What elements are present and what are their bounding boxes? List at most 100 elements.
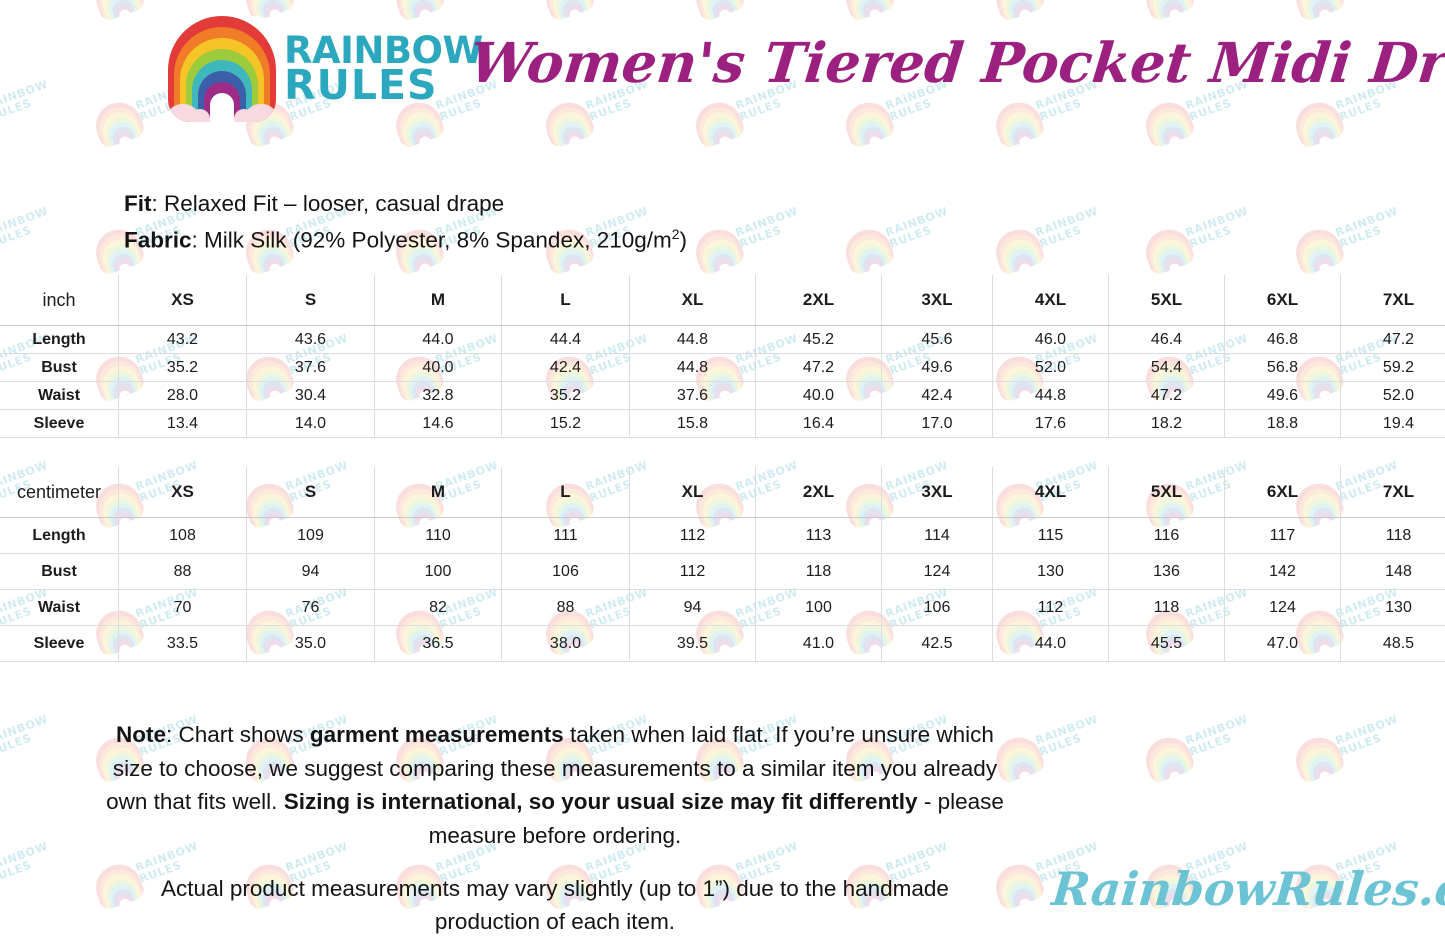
- table-cell: 113: [755, 517, 882, 554]
- table-size-header-xs: XS: [118, 275, 247, 326]
- table-size-header-2xl: 2XL: [755, 275, 882, 326]
- table-row-label: Sleeve: [0, 625, 119, 662]
- table-row-label: Length: [0, 517, 119, 554]
- table-cell: 100: [755, 589, 882, 626]
- table-cell: 44.8: [629, 325, 756, 354]
- brand-wordmark-line1: RAINBOW: [284, 28, 483, 72]
- table-cell: 88: [118, 553, 247, 590]
- table-cell: 108: [118, 517, 247, 554]
- disclaimer-block: Actual product measurements may vary sli…: [161, 876, 949, 934]
- table-cell: 44.8: [629, 353, 756, 382]
- table-cell: 35.0: [246, 625, 375, 662]
- size-table-centimeter: centimeter XS S M L XL 2XL 3XL 4XL 5XL 6XL 7XL Leng…: [0, 467, 1445, 662]
- table-cell: 117: [1224, 517, 1341, 554]
- table-row: Sleeve 13.4 14.0 14.6 15.2 15.8 16.4 17.0 17.6 18…: [0, 409, 1445, 438]
- table-unit-header: centimeter: [0, 467, 119, 518]
- table-row-label: Waist: [0, 589, 119, 626]
- table-cell: 36.5: [374, 625, 502, 662]
- table-cell: 15.2: [501, 409, 630, 438]
- table-cell: 45.6: [881, 325, 993, 354]
- table-cell: 44.4: [501, 325, 630, 354]
- fabric-value-exponent: 2: [671, 226, 680, 242]
- table-cell: 112: [992, 589, 1109, 626]
- table-size-header-m: M: [374, 275, 502, 326]
- footer-wordmark: RainbowRules.com: [1049, 862, 1445, 916]
- table-cell: 118: [1340, 517, 1445, 554]
- table-row-label: Waist: [0, 381, 119, 410]
- fabric-value-before: : Milk Silk (92% Polyester, 8% Spandex, …: [191, 227, 672, 253]
- table-size-header-7xl: 7XL: [1340, 275, 1445, 326]
- brand-wordmark-line2: RULES: [284, 61, 438, 110]
- table-cell: 44.8: [992, 381, 1109, 410]
- table-cell: 42.5: [881, 625, 993, 662]
- table-cell: 19.4: [1340, 409, 1445, 438]
- note-label: Note: [116, 722, 167, 747]
- table-header-row: inch XS S M L XL 2XL 3XL 4XL 5XL 6XL 7XL: [0, 275, 1445, 326]
- table-size-header-l: L: [501, 467, 630, 518]
- fabric-value-after: ): [679, 227, 688, 253]
- table-cell: 43.2: [118, 325, 247, 354]
- table-cell: 14.6: [374, 409, 502, 438]
- table-row: Length 43.2 43.6 44.0 44.4 44.8 45.2 45.6 46.0 46…: [0, 325, 1445, 354]
- note-block: Note: Chart shows garment measurements t…: [105, 718, 1005, 852]
- table-cell: 35.2: [118, 353, 247, 382]
- table-cell: 148: [1340, 553, 1445, 590]
- table-size-header-7xl: 7XL: [1340, 467, 1445, 518]
- table-size-header-xs: XS: [118, 467, 247, 518]
- product-spec-block: Fit: Relaxed Fit – looser, casual drape …: [124, 188, 687, 256]
- size-table-inch-body: Length 43.2 43.6 44.0 44.4 44.8 45.2 45.6 46.0 46…: [0, 325, 1445, 438]
- table-cell: 46.4: [1108, 325, 1225, 354]
- table-size-header-5xl: 5XL: [1108, 275, 1225, 326]
- table-size-header-2xl: 2XL: [755, 467, 882, 518]
- table-cell: 130: [1340, 589, 1445, 626]
- table-cell: 56.8: [1224, 353, 1341, 382]
- table-row-label: Bust: [0, 353, 119, 382]
- table-cell: 45.2: [755, 325, 882, 354]
- fit-value: : Relaxed Fit – looser, casual drape: [151, 191, 505, 216]
- table-cell: 42.4: [881, 381, 993, 410]
- fit-line: Fit: Relaxed Fit – looser, casual drape: [124, 188, 687, 219]
- table-cell: 116: [1108, 517, 1225, 554]
- table-cell: 100: [374, 553, 502, 590]
- table-cell: 32.8: [374, 381, 502, 410]
- table-cell: 15.8: [629, 409, 756, 438]
- table-cell: 47.2: [1108, 381, 1225, 410]
- table-cell: 70: [118, 589, 247, 626]
- table-cell: 54.4: [1108, 353, 1225, 382]
- table-cell: 17.0: [881, 409, 993, 438]
- table-cell: 82: [374, 589, 502, 626]
- table-row-label: Length: [0, 325, 119, 354]
- brand-wordmark: RAINBOW RULES: [284, 28, 483, 110]
- table-cell: 48.5: [1340, 625, 1445, 662]
- table-cell: 94: [629, 589, 756, 626]
- table-unit-header: inch: [0, 275, 119, 326]
- table-cell: 52.0: [1340, 381, 1445, 410]
- table-cell: 13.4: [118, 409, 247, 438]
- rainbow-arch-icon: [168, 16, 276, 122]
- brand-lockup: RAINBOW RULES: [168, 16, 483, 122]
- table-cell: 52.0: [992, 353, 1109, 382]
- table-cell: 46.8: [1224, 325, 1341, 354]
- table-cell: 18.8: [1224, 409, 1341, 438]
- table-row: Length 108 109 110 111 112 113 114 115 116 117 118: [0, 517, 1445, 554]
- table-size-header-3xl: 3XL: [881, 467, 993, 518]
- table-cell: 94: [246, 553, 375, 590]
- table-cell: 41.0: [755, 625, 882, 662]
- table-size-header-l: L: [501, 275, 630, 326]
- table-cell: 124: [881, 553, 993, 590]
- size-table-centimeter-body: Length 108 109 110 111 112 113 114 115 116 117 118 B…: [0, 517, 1445, 662]
- table-cell: 18.2: [1108, 409, 1225, 438]
- table-cell: 110: [374, 517, 502, 554]
- table-header-row: centimeter XS S M L XL 2XL 3XL 4XL 5XL 6XL 7XL: [0, 467, 1445, 518]
- table-cell: 17.6: [992, 409, 1109, 438]
- fabric-label: Fabric: [124, 227, 192, 253]
- table-cell: 30.4: [246, 381, 375, 410]
- table-cell: 33.5: [118, 625, 247, 662]
- table-cell: 45.5: [1108, 625, 1225, 662]
- fabric-line: Fabric: Milk Silk (92% Polyester, 8% Spa…: [124, 219, 687, 256]
- table-cell: 111: [501, 517, 630, 554]
- table-cell: 28.0: [118, 381, 247, 410]
- table-cell: 37.6: [246, 353, 375, 382]
- table-cell: 114: [881, 517, 993, 554]
- size-table-inch: inch XS S M L XL 2XL 3XL 4XL 5XL 6XL 7XL Length 43.2…: [0, 275, 1445, 438]
